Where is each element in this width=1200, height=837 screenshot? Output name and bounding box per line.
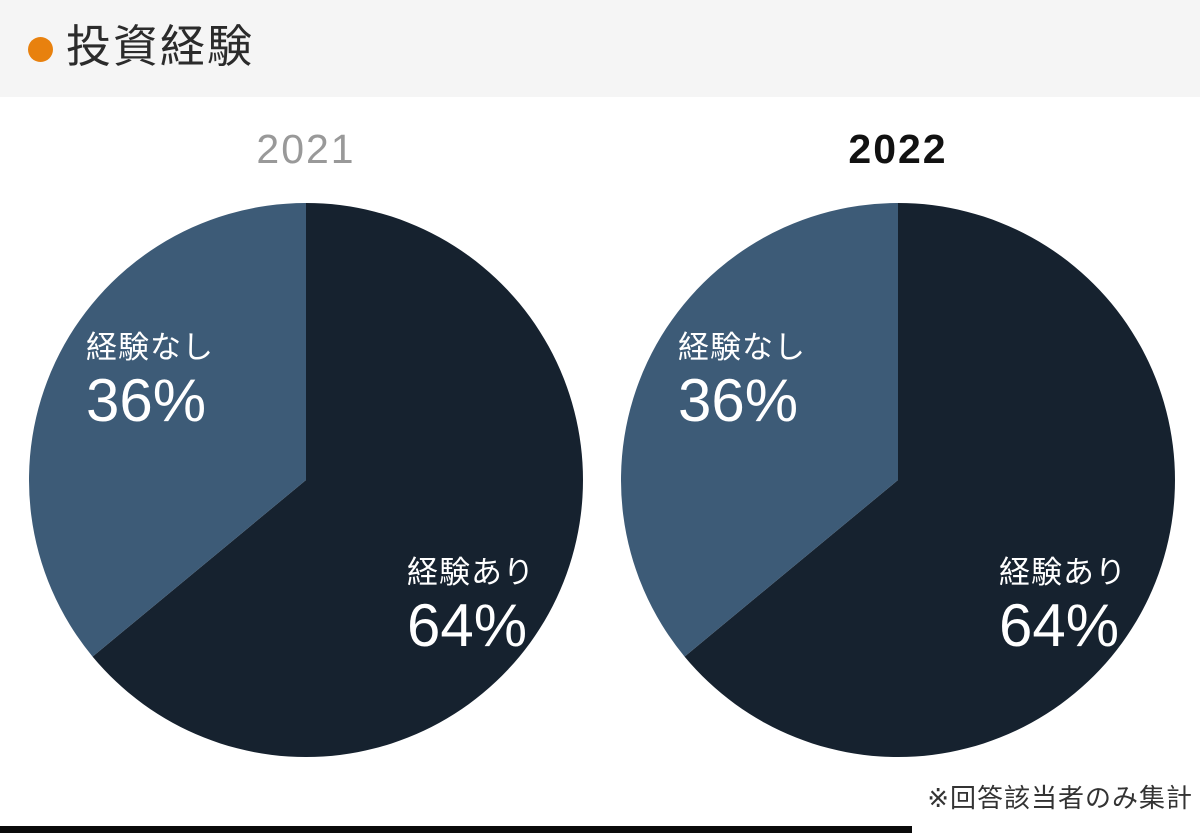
pie-slice-0 bbox=[684, 203, 1175, 757]
pie-title-2022: 2022 bbox=[848, 126, 948, 172]
slice-name: 経験あり bbox=[999, 555, 1127, 590]
pie-title-2021: 2021 bbox=[256, 126, 356, 172]
slice-label-no-experience: 経験なし 36% bbox=[678, 332, 806, 431]
footnote: ※回答該当者のみ集計 bbox=[927, 783, 1193, 813]
slice-label-has-experience: 経験あり 64% bbox=[407, 557, 535, 656]
section-header: 投資経験 bbox=[0, 0, 1200, 97]
pie-chart-2022: 2022 経験なし 36% 経験あり 64% bbox=[621, 129, 1175, 809]
slice-percent: 64% bbox=[999, 592, 1120, 659]
slice-percent: 64% bbox=[407, 592, 528, 659]
slice-percent: 36% bbox=[678, 367, 799, 434]
slice-name: 経験あり bbox=[407, 555, 535, 590]
slice-name: 経験なし bbox=[678, 330, 806, 365]
bottom-bar bbox=[0, 826, 912, 833]
pie-2021 bbox=[29, 203, 583, 757]
pie-chart-2021: 2021 経験なし 36% 経験あり 64% bbox=[29, 129, 583, 809]
bullet-icon bbox=[28, 37, 53, 62]
page-title: 投資経験 bbox=[66, 21, 255, 72]
pie-slice-0 bbox=[92, 203, 583, 757]
slice-name: 経験なし bbox=[86, 330, 214, 365]
slice-label-no-experience: 経験なし 36% bbox=[86, 332, 214, 431]
pie-slice-1 bbox=[621, 203, 898, 657]
pie-2022 bbox=[621, 203, 1175, 757]
pie-slice-1 bbox=[29, 203, 306, 657]
slice-label-has-experience: 経験あり 64% bbox=[999, 557, 1127, 656]
slice-percent: 36% bbox=[86, 367, 207, 434]
